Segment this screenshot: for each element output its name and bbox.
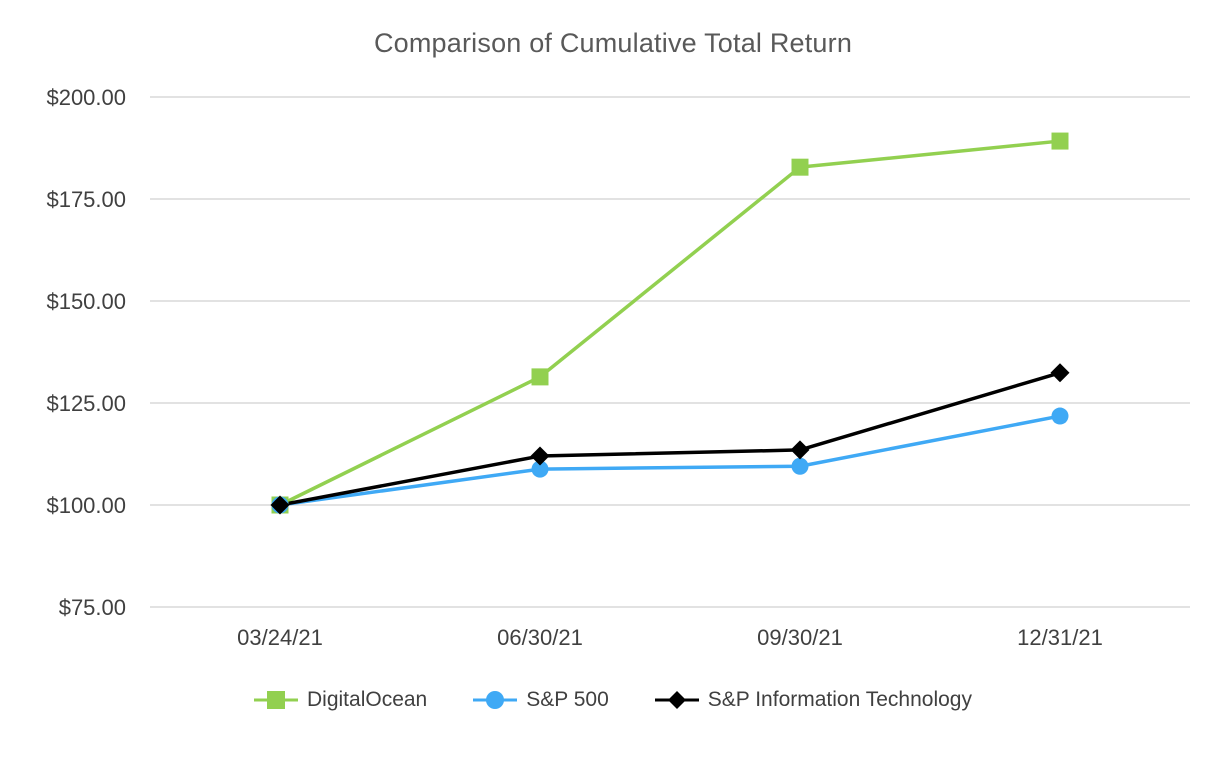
legend-label-sp-info-tech: S&P Information Technology xyxy=(707,688,972,711)
svg-text:$100.00: $100.00 xyxy=(46,493,126,518)
legend-item-sp500: S&P 500 xyxy=(473,688,609,712)
svg-text:$175.00: $175.00 xyxy=(46,187,126,212)
legend-item-digitalocean: DigitalOcean xyxy=(254,688,427,712)
svg-text:$150.00: $150.00 xyxy=(46,289,126,314)
legend-label-sp500: S&P 500 xyxy=(526,688,609,711)
svg-text:09/30/21: 09/30/21 xyxy=(757,625,843,650)
legend-item-sp-info-tech: S&P Information Technology xyxy=(654,688,972,712)
svg-text:$125.00: $125.00 xyxy=(46,391,126,416)
svg-text:12/31/21: 12/31/21 xyxy=(1017,625,1103,650)
chart-title: Comparison of Cumulative Total Return xyxy=(373,28,853,58)
svg-text:$75.00: $75.00 xyxy=(59,595,126,620)
sp500-circle-marker-icon xyxy=(473,688,518,712)
chart-legend: DigitalOcean S&P 500 S&P Information Tec… xyxy=(0,688,1226,712)
sp-info-tech-diamond-marker-icon xyxy=(654,688,699,712)
svg-text:06/30/21: 06/30/21 xyxy=(497,625,583,650)
legend-label-digitalocean: DigitalOcean xyxy=(307,688,428,711)
line-chart-plot-area: $75.00 $100.00 $125.00 $150.00 $175.00 $200.0… xyxy=(46,85,1190,650)
svg-text:03/24/21: 03/24/21 xyxy=(237,625,323,650)
digitalocean-square-marker-icon xyxy=(254,688,298,712)
svg-text:$200.00: $200.00 xyxy=(46,85,126,110)
